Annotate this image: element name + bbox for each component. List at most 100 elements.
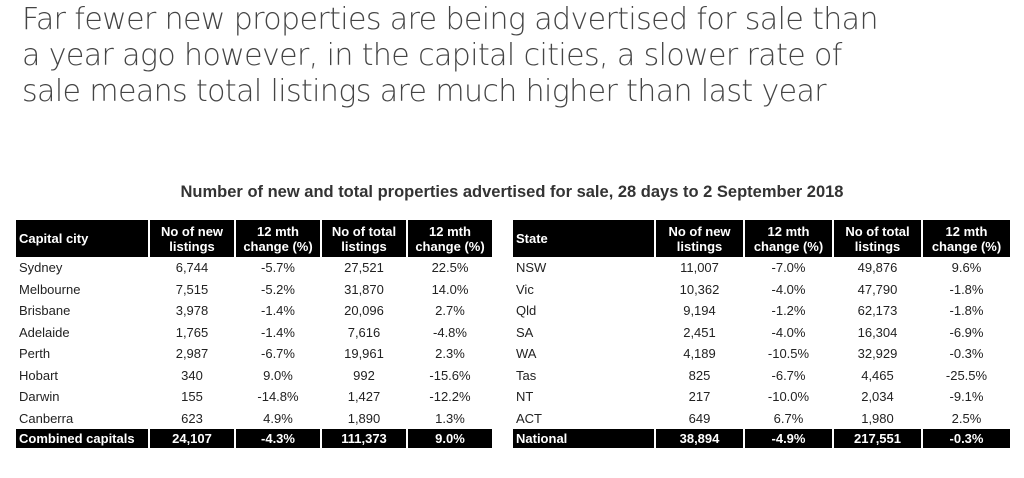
column-header-total-listings: No of total listings [834, 220, 921, 257]
new-listings-change-cell: -6.7% [261, 346, 295, 362]
total-listings-change-cell: 14.0% [431, 281, 469, 297]
new-listings-change-cell: -4.0% [771, 281, 806, 297]
column-header-total-change: 12 mth change (%) [408, 220, 492, 257]
new-listings-change-cell: -6.7% [771, 367, 806, 383]
new-listings-change-cell: -1.4% [261, 303, 295, 319]
states-table: State No of new listings 12 mth change (… [511, 220, 1012, 448]
total-listings-cell: 49,876 [857, 260, 898, 276]
total-listings-cell: 32,929 [857, 346, 898, 362]
new-listings-cell: 1,765 [175, 324, 209, 340]
region-name-cell: Sydney [19, 260, 63, 276]
region-name-cell: NT [516, 389, 534, 405]
new-listings-cell: 155 [181, 389, 203, 405]
total-listings-change-cell: 1.3% [435, 410, 465, 426]
table-row: Qld 9,194 -1.2% 62,173 -1.8% [513, 300, 1010, 322]
page-headline: Far fewer new properties are being adver… [22, 2, 1012, 110]
column-header-new-listings: No of new listings [656, 220, 743, 257]
new-listings-cell: 3,978 [175, 303, 209, 319]
total-listings-change-cell: -1.8% [949, 281, 984, 297]
total-listings-change-cell: 22.5% [431, 260, 469, 276]
table-row: Perth 2,987 -6.7% 19,961 2.3% [16, 343, 492, 365]
total-listings-cell: 1,427 [347, 389, 381, 405]
total-new-listings-cell: 38,894 [656, 429, 743, 448]
new-listings-cell: 217 [688, 389, 711, 405]
total-region-name-cell: National [513, 429, 654, 448]
table-row: Melbourne 7,515 -5.2% 31,870 14.0% [16, 279, 492, 301]
new-listings-cell: 6,744 [175, 260, 209, 276]
total-listings-change-cell: -6.9% [949, 324, 984, 340]
total-listings-change-cell: 2.5% [951, 410, 982, 426]
column-header-total-change: 12 mth change (%) [923, 220, 1010, 257]
new-listings-cell: 2,451 [683, 324, 716, 340]
region-name-cell: Adelaide [19, 324, 70, 340]
total-listings-change-cell: 9.6% [951, 260, 982, 276]
total-new-listings-cell: 24,107 [150, 429, 234, 448]
table-row: Darwin 155 -14.8% 1,427 -12.2% [16, 386, 492, 408]
region-name-cell: WA [516, 346, 537, 362]
total-total-listings-change-cell: -0.3% [923, 429, 1010, 448]
new-listings-cell: 10,362 [679, 281, 720, 297]
total-listings-cell: 16,304 [857, 324, 898, 340]
region-name-cell: SA [516, 324, 534, 340]
total-listings-cell: 19,961 [344, 346, 384, 362]
region-name-cell: Perth [19, 346, 51, 362]
total-new-listings-change-cell: -4.3% [236, 429, 320, 448]
new-listings-change-cell: -10.0% [767, 389, 810, 405]
new-listings-cell: 623 [181, 410, 203, 426]
new-listings-change-cell: -1.2% [771, 303, 806, 319]
region-name-cell: ACT [516, 410, 542, 426]
table-row: Hobart 340 9.0% 992 -15.6% [16, 365, 492, 387]
table-header-row: Capital city No of new listings 12 mth c… [16, 220, 492, 257]
total-row: National 38,894 -4.9% 217,551 -0.3% [513, 429, 1010, 448]
capital-cities-table: Capital city No of new listings 12 mth c… [14, 220, 494, 448]
total-new-listings-change-cell: -4.9% [745, 429, 832, 448]
total-listings-change-cell: -9.1% [949, 389, 984, 405]
new-listings-change-cell: -1.4% [261, 324, 295, 340]
region-name-cell: Hobart [19, 367, 59, 383]
new-listings-change-cell: 6.7% [773, 410, 804, 426]
total-listings-change-cell: 2.3% [435, 346, 465, 362]
region-name-cell: Tas [516, 367, 537, 383]
column-header-total-listings: No of total listings [322, 220, 406, 257]
total-region-name-cell: Combined capitals [16, 429, 148, 448]
total-listings-change-cell: -1.8% [949, 303, 984, 319]
table-row: ACT 649 6.7% 1,980 2.5% [513, 408, 1010, 430]
table-row: NT 217 -10.0% 2,034 -9.1% [513, 386, 1010, 408]
table-row: NSW 11,007 -7.0% 49,876 9.6% [513, 257, 1010, 279]
table-row: SA 2,451 -4.0% 16,304 -6.9% [513, 322, 1010, 344]
new-listings-change-cell: -10.5% [767, 346, 810, 362]
region-name-cell: Darwin [19, 389, 60, 405]
total-row: Combined capitals 24,107 -4.3% 111,373 9.0% [16, 429, 492, 448]
column-header-state: State [513, 220, 654, 257]
new-listings-cell: 649 [688, 410, 711, 426]
total-total-listings-cell: 217,551 [834, 429, 921, 448]
new-listings-cell: 825 [688, 367, 711, 383]
region-name-cell: Canberra [19, 410, 74, 426]
column-header-capital-city: Capital city [16, 220, 148, 257]
table-row: Vic 10,362 -4.0% 47,790 -1.8% [513, 279, 1010, 301]
region-name-cell: Brisbane [19, 303, 71, 319]
total-listings-change-cell: -0.3% [949, 346, 984, 362]
region-name-cell: Vic [516, 281, 534, 297]
headline-line-1: Far fewer new properties are being adver… [22, 2, 878, 37]
table-header-row: State No of new listings 12 mth change (… [513, 220, 1010, 257]
headline-line-3: sale means total listings are much highe… [22, 74, 827, 109]
new-listings-change-cell: -4.0% [771, 324, 806, 340]
total-listings-cell: 47,790 [857, 281, 898, 297]
total-total-listings-change-cell: 9.0% [408, 429, 492, 448]
new-listings-change-cell: 9.0% [263, 367, 293, 383]
total-listings-cell: 31,870 [344, 281, 384, 297]
table-row: Sydney 6,744 -5.7% 27,521 22.5% [16, 257, 492, 279]
new-listings-cell: 9,194 [683, 303, 716, 319]
total-listings-change-cell: 2.7% [435, 303, 465, 319]
column-header-new-listings: No of new listings [150, 220, 234, 257]
total-listings-cell: 27,521 [344, 260, 384, 276]
column-header-new-change: 12 mth change (%) [236, 220, 320, 257]
table-row: Brisbane 3,978 -1.4% 20,096 2.7% [16, 300, 492, 322]
new-listings-cell: 11,007 [680, 260, 719, 276]
column-header-new-change: 12 mth change (%) [745, 220, 832, 257]
new-listings-change-cell: -5.2% [261, 281, 295, 297]
total-total-listings-cell: 111,373 [322, 429, 406, 448]
new-listings-cell: 4,189 [683, 346, 716, 362]
new-listings-change-cell: 4.9% [263, 410, 293, 426]
